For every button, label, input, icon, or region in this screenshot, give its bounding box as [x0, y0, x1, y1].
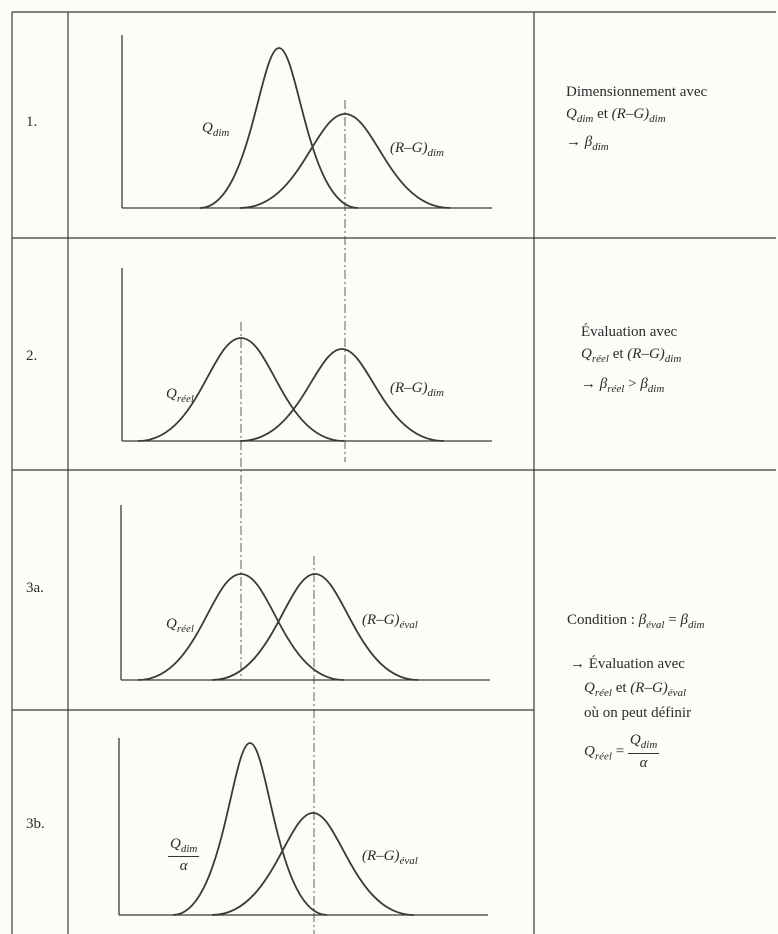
plot-2-curve-q-reel	[137, 337, 345, 442]
plot-2-curve-rg-dim	[239, 348, 445, 442]
row-number-2: 2.	[26, 348, 38, 364]
row-number-3a: 3a.	[26, 580, 44, 596]
plot-3a-curve-q-reel	[137, 573, 345, 681]
label-rg-dim-1: (R–G)dim	[390, 140, 444, 159]
label-q-reel-3a: Qréel	[166, 616, 194, 635]
description-2-variables: Qréel et (R–G)dim	[581, 346, 682, 365]
description-3-title: → Évaluation avec	[570, 656, 685, 672]
plot-1-curve-q-dim	[199, 47, 359, 209]
label-q-dim-1: Qdim	[202, 120, 230, 139]
description-2-title: Évaluation avec	[581, 324, 678, 340]
description-1-variables: Qdim et (R–G)dim	[566, 106, 666, 125]
label-q-reel-2: Qréel	[166, 386, 194, 405]
label-rg-eval-3b: (R–G)éval	[362, 848, 418, 867]
plot-3b	[118, 738, 488, 916]
description-1-title: Dimensionnement avec	[566, 84, 708, 100]
label-q-dim-over-alpha: Qdim α	[168, 836, 200, 874]
row-number-1: 1.	[26, 114, 38, 130]
plot-3a-curve-rg-eval	[211, 573, 419, 681]
description-3-variables: Qréel et (R–G)éval	[584, 680, 687, 699]
label-rg-dim-2: (R–G)dim	[390, 380, 444, 399]
plot-2	[121, 268, 492, 442]
plot-1-curve-rg-dim	[239, 113, 451, 209]
description-3-condition: Condition : βéval = βdim	[567, 612, 705, 631]
description-3-formula: Qréel = Qdim α	[584, 732, 660, 771]
plot-3b-curve-q-dim-alpha	[172, 742, 328, 916]
description-2-result: → βréel > βdim	[581, 376, 665, 395]
description-3-definition-text: où on peut définir	[584, 705, 692, 721]
plot-3a	[120, 505, 490, 681]
label-rg-eval-3a: (R–G)éval	[362, 612, 418, 631]
description-1-result: → βdim	[566, 134, 609, 153]
plot-3b-curve-rg-eval	[211, 812, 415, 916]
plot-1	[121, 35, 492, 209]
row-number-3b: 3b.	[26, 816, 45, 832]
